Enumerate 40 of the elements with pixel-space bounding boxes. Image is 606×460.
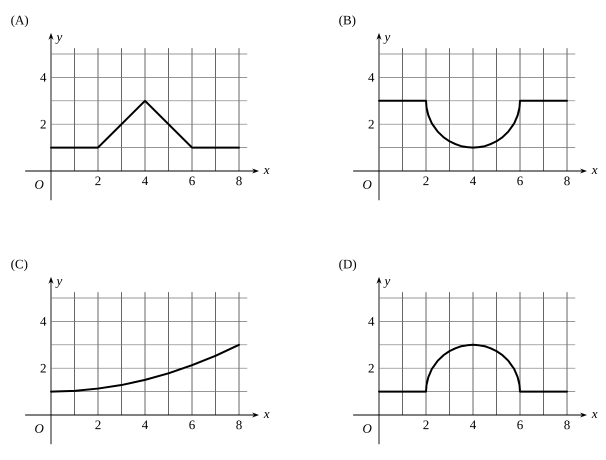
x-tick-label: 6 [517, 420, 523, 430]
x-tick-label: 4 [142, 420, 148, 430]
y-tick-label: 2 [40, 120, 46, 128]
y-axis-title: y [383, 35, 390, 44]
y-tick-label: 4 [40, 73, 46, 82]
x-axis-title: x [592, 168, 598, 174]
y-tick-label: 2 [40, 364, 46, 372]
x-tick-label: 8 [236, 176, 242, 186]
y-tick-label: 4 [40, 317, 46, 326]
annotation: O [363, 180, 372, 189]
chart-title: (C) [11, 259, 28, 272]
x-tick-label: 8 [564, 176, 570, 186]
x-tick-label: 2 [95, 420, 101, 430]
y-axis-title: y [383, 279, 390, 288]
annotation: O [363, 424, 372, 433]
chart-title: (A) [11, 15, 28, 28]
chart-title: (D) [339, 259, 356, 272]
annotation: O [35, 180, 44, 189]
x-axis-title: x [264, 412, 270, 418]
x-axis-title: x [592, 412, 598, 418]
x-tick-label: 4 [142, 176, 148, 186]
x-tick-label: 6 [517, 176, 523, 186]
x-tick-label: 8 [236, 420, 242, 430]
x-tick-label: 6 [189, 420, 195, 430]
chart-title: (B) [339, 15, 356, 28]
y-tick-label: 4 [368, 317, 374, 326]
annotation: O [35, 424, 44, 433]
x-axis-title: x [264, 168, 270, 174]
y-tick-label: 2 [368, 364, 374, 372]
x-tick-label: 4 [470, 420, 476, 430]
x-tick-label: 2 [95, 176, 101, 186]
y-axis-title: y [55, 279, 62, 288]
y-tick-label: 2 [368, 120, 374, 128]
x-tick-label: 2 [423, 176, 429, 186]
x-tick-label: 8 [564, 420, 570, 430]
y-tick-label: 4 [368, 73, 374, 82]
x-tick-label: 6 [189, 176, 195, 186]
x-tick-label: 2 [423, 420, 429, 430]
y-axis-title: y [55, 35, 62, 44]
x-tick-label: 4 [470, 176, 476, 186]
